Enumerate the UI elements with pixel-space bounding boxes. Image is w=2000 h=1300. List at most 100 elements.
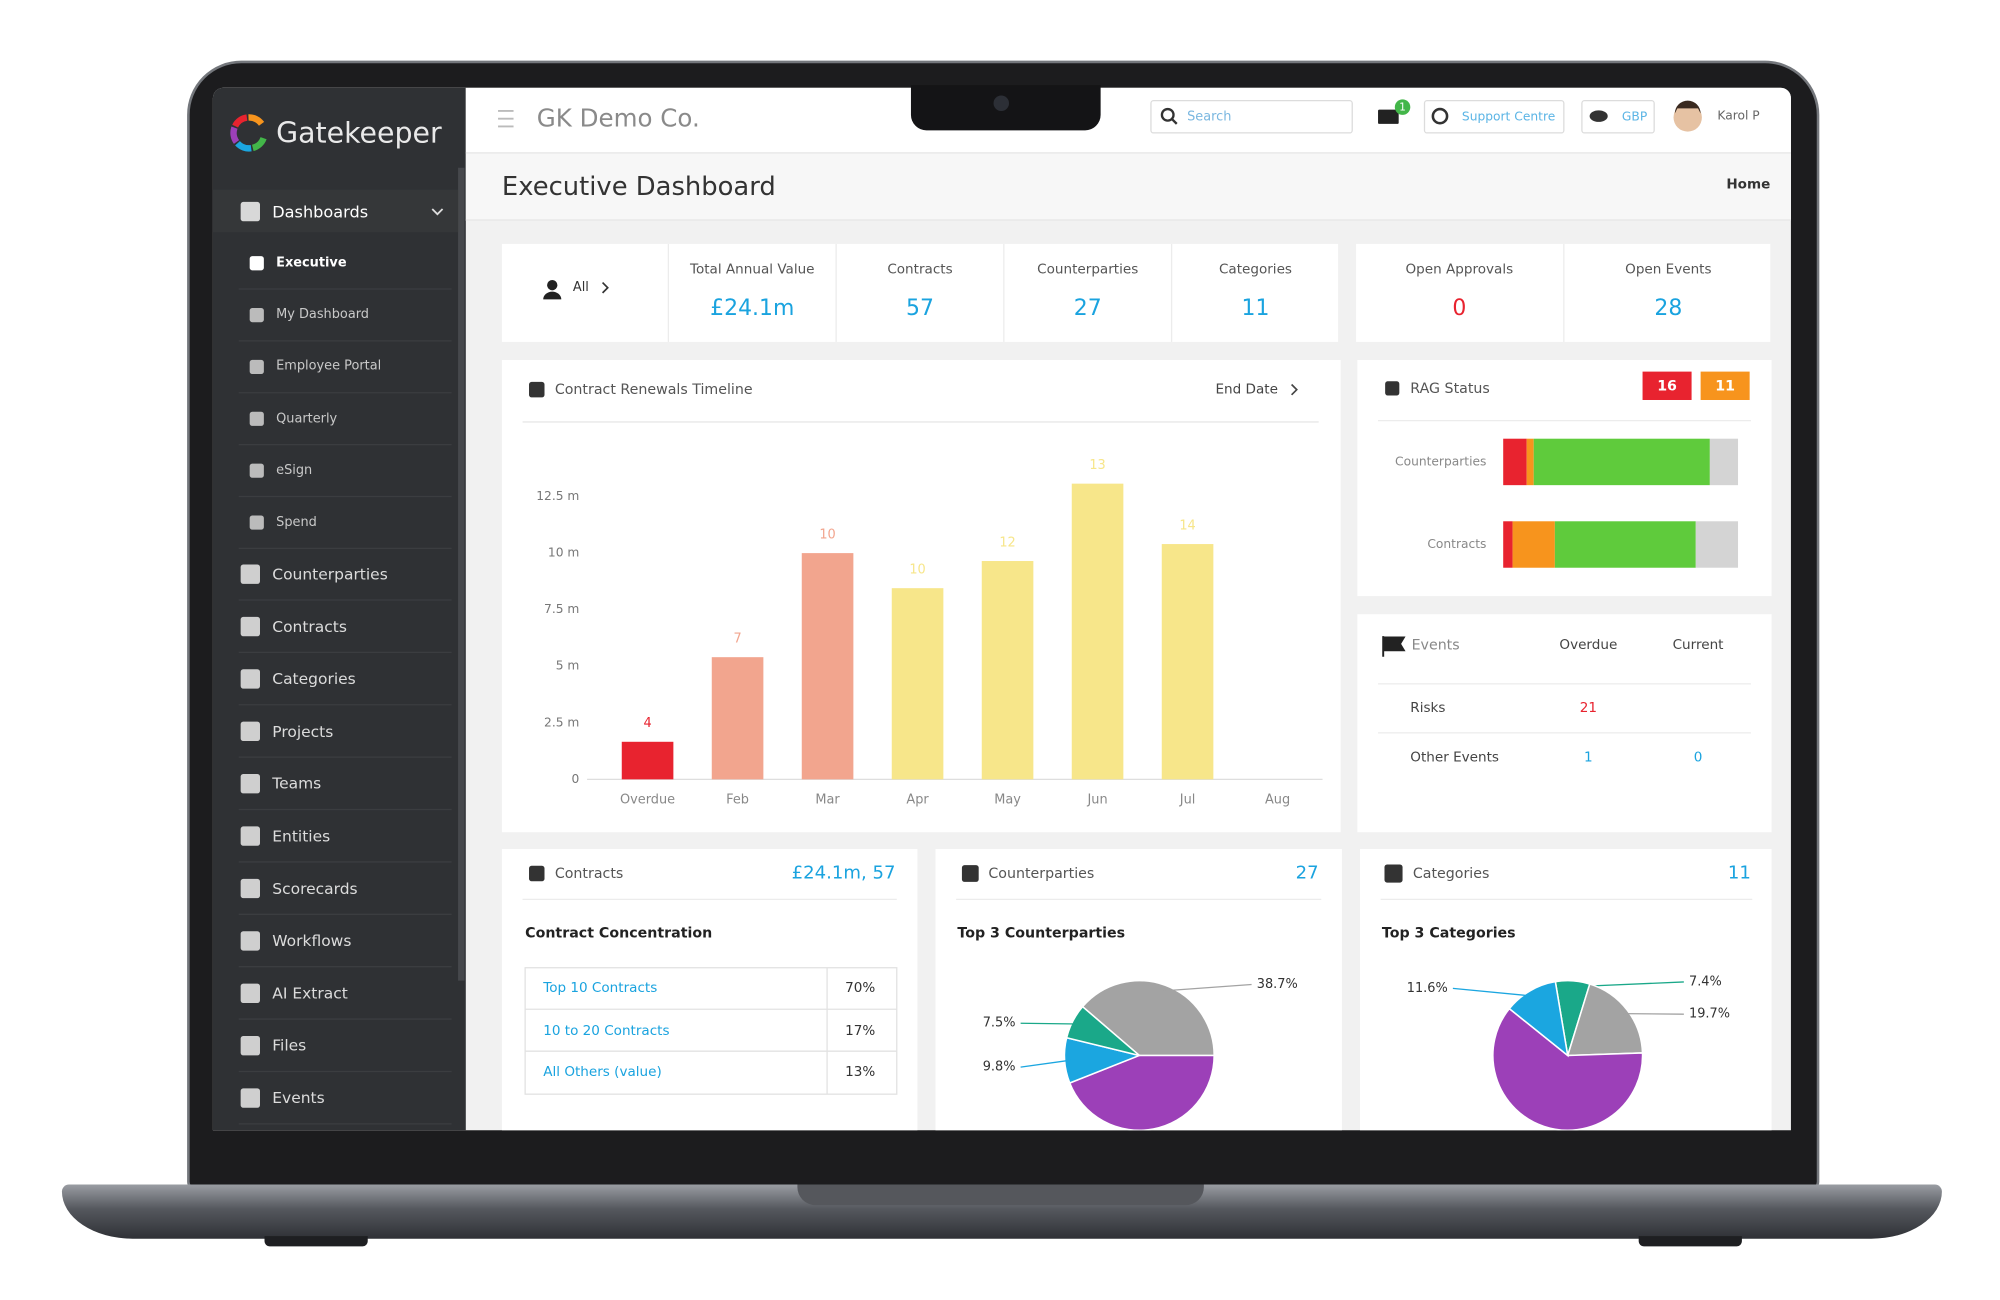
search-input[interactable]: Search — [1187, 110, 1232, 125]
table-link[interactable]: Top 10 Contracts — [543, 980, 658, 997]
leader-line — [1622, 1013, 1684, 1015]
chart-title: RAG Status — [1410, 379, 1490, 397]
breadcrumb[interactable]: Home — [1726, 176, 1771, 193]
graphics: 102.5 m5 m7.5 m10 m12.5 mOverdue4Feb7Mar… — [212, 99, 1753, 1131]
kpi-card — [501, 243, 1339, 342]
bar-count-label: 14 — [1179, 518, 1195, 533]
logo-segment — [235, 140, 252, 152]
y-category-label: Contracts — [1427, 537, 1486, 551]
events-row-label: Other Events — [1410, 749, 1499, 766]
bar — [891, 588, 944, 780]
bar-count-label: 4 — [643, 716, 651, 731]
menu-sub-item[interactable]: eSign — [276, 463, 313, 478]
pie-label: 7.5% — [983, 1016, 1016, 1031]
x-tick-label: May — [994, 792, 1021, 807]
menu-item[interactable]: Scorecards — [272, 879, 358, 898]
menu-group[interactable]: Dashboards — [272, 201, 369, 222]
user-name[interactable]: Karol P — [1717, 109, 1760, 124]
foot — [264, 1236, 368, 1247]
menu-sub-item[interactable]: Employee Portal — [276, 359, 382, 375]
table-link[interactable]: All Others (value) — [543, 1064, 662, 1080]
menu-item[interactable]: Contracts — [272, 617, 347, 636]
menu-item[interactable]: Categories — [272, 669, 356, 688]
rag-badge — [1642, 371, 1692, 400]
y-tick-label: 10 m — [548, 546, 579, 560]
menu-item[interactable]: Files — [272, 1036, 307, 1055]
user-icon — [543, 291, 562, 300]
bar-count-label: 7 — [733, 632, 741, 647]
icon — [240, 201, 260, 222]
logo-segment — [232, 114, 248, 128]
kpi-value[interactable]: £24.1m — [710, 295, 795, 322]
notification-badge — [1394, 99, 1411, 115]
events-column: Overdue — [1559, 637, 1618, 653]
bar — [801, 553, 854, 780]
menu-item[interactable]: Projects — [272, 722, 334, 741]
alert-value[interactable]: 28 — [1654, 295, 1683, 322]
logo-segment — [248, 114, 265, 126]
foot — [1638, 1236, 1742, 1247]
user-icon — [547, 279, 558, 291]
panel-summary: £24.1m, 57 — [791, 863, 896, 884]
kpi-value[interactable]: 57 — [906, 295, 934, 322]
kpi-value[interactable]: 27 — [1073, 295, 1102, 322]
rag-segment — [1554, 521, 1696, 568]
menu-sub-item[interactable]: Spend — [276, 515, 317, 530]
menu-sub-item[interactable]: Quarterly — [276, 411, 338, 426]
table-value: 17% — [845, 1022, 876, 1039]
menu-item[interactable]: Teams — [272, 774, 322, 793]
icon — [240, 931, 260, 951]
menu-item[interactable]: Workflows — [272, 931, 352, 950]
y-tick-label: 12.5 m — [536, 489, 579, 503]
menu-sub-item[interactable]: Executive — [276, 256, 347, 271]
rag-segment — [1533, 438, 1710, 486]
sidebar-scrollbar — [458, 167, 465, 981]
events-overdue[interactable]: 21 — [1579, 700, 1597, 717]
chart-title: Contract Renewals Timeline — [554, 381, 753, 399]
support-box — [1423, 99, 1565, 134]
events-row-label: Risks — [1410, 700, 1446, 717]
pie-label: 7.4% — [1689, 974, 1722, 989]
table-link[interactable]: 10 to 20 Contracts — [543, 1022, 670, 1039]
menu-item[interactable]: Entities — [272, 827, 331, 846]
icon — [249, 411, 264, 426]
bar — [1071, 483, 1124, 780]
pie-slice — [1566, 982, 1644, 1057]
notification-count: 1 — [1399, 102, 1406, 114]
icon — [240, 878, 260, 899]
icon — [240, 774, 260, 794]
pie-slice — [1508, 980, 1569, 1058]
contracts-card — [501, 849, 918, 1131]
support-link[interactable]: Support Centre — [1461, 110, 1556, 125]
x-tick-label: Aug — [1265, 792, 1290, 807]
currency[interactable]: GBP — [1621, 110, 1648, 125]
menu-item[interactable]: Counterparties — [272, 565, 388, 584]
x-tick-label: Jun — [1086, 792, 1107, 807]
chart-title: Top 3 Counterparties — [957, 924, 1126, 942]
menu-item[interactable]: AI Extract — [272, 984, 348, 1003]
rag-segment — [1503, 521, 1513, 568]
sort-control[interactable]: End Date — [1215, 381, 1278, 398]
pie-label: 38.7% — [1257, 977, 1298, 992]
table — [524, 967, 898, 1095]
camera — [993, 95, 1010, 111]
alert-value[interactable]: 0 — [1452, 295, 1467, 322]
events-current[interactable]: 0 — [1693, 749, 1703, 766]
rag-segment — [1512, 521, 1555, 568]
rag-badge — [1700, 371, 1750, 400]
search-box — [1150, 99, 1353, 134]
kpi-value[interactable]: 11 — [1241, 295, 1270, 322]
logo-segment — [230, 126, 240, 144]
x-tick-label: Overdue — [620, 792, 675, 807]
table-value: 70% — [845, 980, 876, 997]
icon — [249, 515, 264, 530]
filter[interactable]: All — [572, 280, 589, 295]
rag-badge-count: 16 — [1657, 378, 1677, 394]
pie-label: 11.6% — [1407, 981, 1448, 996]
menu-item[interactable]: Events — [272, 1089, 325, 1108]
currency-icon — [1589, 110, 1608, 122]
title-bar — [465, 153, 1791, 221]
menu-sub-item[interactable]: My Dashboard — [276, 307, 370, 323]
events-overdue[interactable]: 1 — [1584, 749, 1593, 766]
